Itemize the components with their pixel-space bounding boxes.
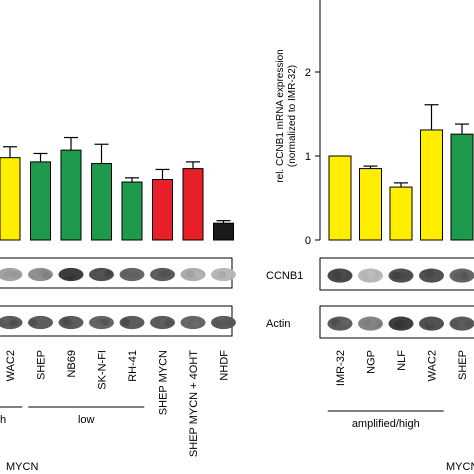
left-panel: WAC2 SHEP NB69 SK-N-FI RH-41 SHEP MYCN SHEP MY… [0, 136, 237, 473]
blot-texture [42, 272, 52, 280]
bar-nlf [389, 186, 413, 241]
blot-texture [185, 270, 195, 278]
blot-texture [65, 270, 75, 278]
bar-shep-mycn-4oht [182, 168, 204, 241]
bar-shep [30, 161, 51, 241]
right-panel: 0 1 2 rel. CCNB1 mRNA expression(normalized… [266, 0, 474, 473]
y-tick-label: 2 [305, 67, 311, 79]
category-label: SK-N-FI [97, 350, 109, 390]
category-label: SHEP MYCN + 4OHT [188, 350, 200, 457]
blot-texture [130, 271, 140, 279]
bar-wac2 [0, 157, 21, 241]
category-label: NGP [366, 350, 378, 374]
y-tick-label: 1 [305, 151, 311, 163]
bar-nhdf [213, 222, 234, 241]
blot-texture [453, 272, 463, 280]
blot-texture [35, 269, 45, 278]
blot-label: Actin [266, 318, 290, 330]
bar-ngp [359, 168, 382, 241]
category-label: WAC2 [427, 350, 439, 381]
category-label: SHEP [36, 350, 48, 380]
blot-texture [61, 317, 71, 325]
category-label: SHEP [457, 350, 469, 380]
axis-title: MYCN [446, 461, 474, 473]
blot-texture [336, 321, 346, 329]
blot-texture [121, 269, 131, 277]
blot-texture [103, 270, 113, 278]
blot-texture [28, 319, 38, 327]
blot-texture [11, 271, 21, 279]
blot-label: CCNB1 [266, 270, 303, 282]
axis-title: MYCN [6, 461, 38, 473]
group-label: low [78, 414, 95, 426]
blot-texture [360, 320, 370, 329]
bar-rh-41 [121, 181, 143, 241]
category-label: NHDF [219, 350, 231, 381]
blot-texture [212, 272, 222, 280]
group-label: h [0, 414, 6, 426]
category-label: RH-41 [127, 350, 139, 382]
y-axis-label: rel. CCNB1 mRNA expression(normalized to… [275, 49, 298, 182]
bar-wac2 [420, 129, 443, 241]
category-label: NB69 [66, 350, 78, 378]
blot-texture [367, 271, 377, 280]
blot-texture [402, 271, 412, 280]
blot-texture [425, 270, 435, 279]
y-tick-label: 0 [305, 235, 311, 247]
category-label: WAC2 [5, 350, 17, 381]
blot-texture [332, 270, 342, 279]
blot-texture [433, 319, 443, 328]
y-axis-label-line: (normalized to IMR-32) [287, 65, 298, 167]
blot-texture [120, 319, 130, 327]
blot-texture [96, 270, 106, 278]
category-label: NLF [396, 350, 408, 371]
blot-texture [450, 319, 460, 327]
blot-texture [395, 271, 405, 280]
blot-texture [129, 318, 139, 326]
blot-texture [426, 318, 436, 327]
category-label: IMR-32 [335, 350, 347, 386]
blot-texture [190, 319, 200, 328]
blot-texture [224, 319, 234, 327]
blot-texture [8, 319, 18, 327]
blot-texture [94, 320, 104, 328]
bar-shep [450, 133, 474, 241]
bar-shep-mycn [152, 179, 173, 241]
blot-texture [161, 269, 171, 277]
blot-texture [164, 319, 174, 327]
blot-texture [2, 271, 12, 279]
bar-nb69 [60, 149, 82, 241]
blot-texture [458, 318, 468, 327]
blot-texture [369, 319, 379, 327]
category-label: SHEP MYCN [158, 350, 170, 415]
blot-texture [396, 319, 406, 328]
blot-texture [212, 320, 222, 328]
blot-texture [41, 317, 51, 326]
bar-sk-n-fi [91, 163, 112, 241]
group-label: amplified/high [352, 418, 420, 430]
bar-imr-32 [328, 155, 352, 241]
y-axis-label-line: rel. CCNB1 mRNA expression [275, 49, 286, 182]
